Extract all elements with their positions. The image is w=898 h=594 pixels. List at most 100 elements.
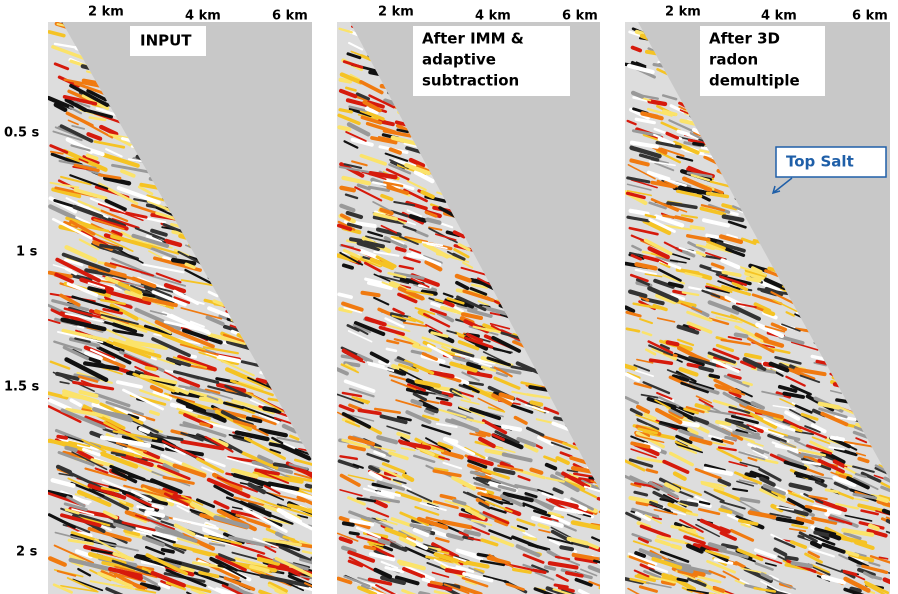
reflector-streak: [363, 293, 379, 295]
panel-title: subtraction: [422, 72, 519, 90]
reflector-streak: [151, 412, 159, 414]
reflector-streak: [598, 101, 618, 107]
distance-label: 6 km: [272, 9, 308, 24]
reflector-streak: [387, 349, 396, 351]
reflector-streak: [341, 80, 350, 82]
reflector-streak: [831, 535, 839, 538]
reflector-streak: [146, 368, 155, 370]
reflector-streak: [870, 526, 877, 529]
reflector-streak: [859, 459, 867, 462]
reflector-streak: [787, 557, 797, 559]
reflector-streak: [633, 48, 640, 51]
reflector-streak: [736, 335, 747, 337]
reflector-streak: [650, 101, 665, 104]
reflector-streak: [889, 87, 898, 91]
reflector-streak: [307, 393, 341, 400]
reflector-streak: [380, 540, 389, 543]
reflector-streak: [598, 499, 609, 502]
reflector-streak: [465, 531, 478, 534]
reflector-streak: [691, 227, 703, 229]
distance-label: 2 km: [88, 5, 124, 20]
reflector-streak: [344, 265, 352, 267]
panel-title: After IMM &: [422, 30, 524, 48]
reflector-streak: [365, 547, 374, 549]
reflector-streak: [889, 87, 898, 91]
reflector-streak: [707, 235, 717, 237]
reflector-streak: [442, 402, 450, 404]
reflector-streak: [890, 324, 898, 327]
reflector-streak: [625, 366, 635, 369]
reflector-streak: [342, 188, 354, 190]
reflector-streak: [889, 343, 898, 346]
reflector-streak: [600, 512, 625, 517]
time-label: 1 s: [16, 245, 38, 260]
reflector-streak: [599, 562, 610, 564]
panel-title: After 3D: [709, 30, 780, 48]
panel-title: demultiple: [709, 72, 800, 90]
reflector-streak: [201, 424, 209, 426]
reflector-streak: [308, 327, 342, 342]
distance-label: 4 km: [185, 9, 221, 24]
reflector-streak: [765, 311, 773, 314]
distance-label: 4 km: [761, 9, 797, 24]
reflector-streak: [598, 241, 619, 248]
reflector-streak: [598, 436, 614, 443]
reflector-streak: [307, 486, 316, 488]
callout-text: Top Salt: [786, 153, 854, 171]
reflector-streak: [746, 355, 760, 358]
distance-label: 2 km: [665, 5, 701, 20]
time-label: 2 s: [16, 545, 38, 560]
reflector-streak: [350, 533, 358, 534]
reflector-streak: [683, 423, 698, 426]
reflector-streak: [445, 439, 456, 442]
reflector-streak: [726, 438, 736, 439]
reflector-streak: [688, 365, 700, 367]
panel-title: radon: [709, 51, 758, 69]
panel-title: adaptive: [422, 51, 496, 69]
reflector-streak: [597, 525, 625, 533]
reflector-streak: [66, 448, 75, 450]
reflector-streak: [812, 543, 820, 546]
panel-title: INPUT: [140, 32, 192, 50]
reflector-streak: [678, 579, 687, 581]
reflector-streak: [748, 279, 760, 281]
reflector-streak: [710, 375, 718, 377]
reflector-streak: [140, 429, 148, 432]
reflector-streak: [144, 295, 154, 297]
reflector-streak: [600, 559, 625, 568]
reflector-streak: [163, 550, 173, 552]
reflector-streak: [600, 83, 614, 89]
distance-label: 6 km: [852, 9, 888, 24]
reflector-streak: [889, 417, 898, 423]
reflector-streak: [715, 588, 723, 591]
reflector-streak: [307, 434, 339, 445]
reflector-streak: [832, 438, 843, 440]
distance-label: 4 km: [475, 9, 511, 24]
reflector-streak: [344, 523, 353, 524]
reflector-streak: [309, 431, 339, 440]
distance-label: 6 km: [562, 9, 598, 24]
reflector-streak: [600, 588, 626, 592]
reflector-streak: [636, 553, 644, 556]
page: 0.5 s 1 s 1.5 s 2 s 2 km 4 km 6 km 2 km …: [0, 0, 898, 594]
time-label: 0.5 s: [4, 126, 40, 141]
reflector-streak: [427, 220, 439, 223]
figure: 0.5 s 1 s 1.5 s 2 s 2 km 4 km 6 km 2 km …: [0, 0, 898, 594]
reflector-streak: [889, 573, 898, 580]
reflector-streak: [532, 402, 541, 404]
reflector-streak: [339, 127, 349, 129]
reflector-streak: [531, 470, 541, 473]
reflector-streak: [717, 422, 729, 424]
reflector-streak: [598, 332, 613, 334]
reflector-streak: [270, 444, 283, 446]
reflector-streak: [694, 144, 703, 145]
reflector-streak: [599, 207, 620, 215]
reflector-streak: [340, 110, 351, 112]
reflector-streak: [793, 563, 811, 566]
reflector-streak: [877, 498, 887, 501]
reflector-streak: [598, 318, 626, 325]
reflector-streak: [668, 342, 678, 344]
reflector-streak: [599, 204, 613, 210]
reflector-streak: [58, 437, 66, 438]
reflector-streak: [412, 401, 421, 404]
